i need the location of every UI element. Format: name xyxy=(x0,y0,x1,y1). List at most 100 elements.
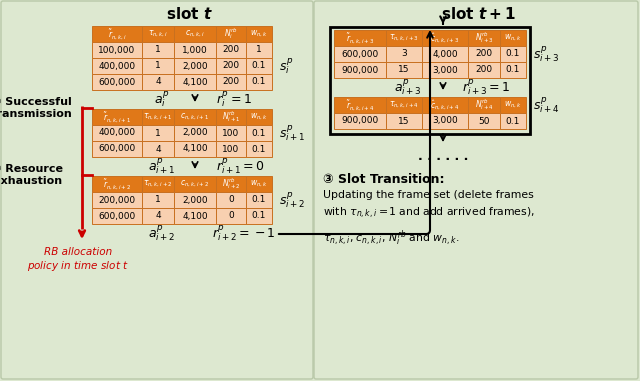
Bar xyxy=(422,46,468,62)
Bar xyxy=(500,113,526,129)
Text: $N_{i+4}^{rb}$: $N_{i+4}^{rb}$ xyxy=(475,98,493,112)
Text: 0.1: 0.1 xyxy=(252,77,266,86)
Text: $r_{i+1}^p = 0$: $r_{i+1}^p = 0$ xyxy=(216,156,264,176)
Text: $\tilde{r}_{n,k,i}$: $\tilde{r}_{n,k,i}$ xyxy=(108,27,126,41)
Bar xyxy=(174,26,216,42)
Bar xyxy=(174,58,216,74)
Text: $\tau_{n,k,i+4}$: $\tau_{n,k,i+4}$ xyxy=(389,100,419,110)
Text: 200: 200 xyxy=(476,66,493,75)
Text: slot $\boldsymbol{t}$: slot $\boldsymbol{t}$ xyxy=(166,6,214,22)
Bar xyxy=(216,109,246,125)
Bar xyxy=(216,208,246,224)
Text: 4: 4 xyxy=(155,77,161,86)
Text: $\hat{c}_{n,k,i+4}$: $\hat{c}_{n,k,i+4}$ xyxy=(430,98,460,112)
Text: $r_{i+2}^p = -1$: $r_{i+2}^p = -1$ xyxy=(212,223,276,243)
Text: 200: 200 xyxy=(476,50,493,59)
Text: 0.1: 0.1 xyxy=(252,195,266,205)
Text: $\tilde{r}_{n,k,i+1}$: $\tilde{r}_{n,k,i+1}$ xyxy=(103,110,131,124)
Text: $w_{n,k}$: $w_{n,k}$ xyxy=(250,29,268,39)
Text: 2,000: 2,000 xyxy=(182,128,208,138)
Text: 1: 1 xyxy=(155,45,161,54)
Bar xyxy=(92,109,142,125)
Text: 0.1: 0.1 xyxy=(506,66,520,75)
Bar xyxy=(174,192,216,208)
Text: $\tilde{r}_{n,k,i+2}$: $\tilde{r}_{n,k,i+2}$ xyxy=(103,177,131,191)
Bar xyxy=(216,176,246,192)
Bar xyxy=(386,97,422,113)
Bar xyxy=(216,125,246,141)
Text: $w_{n,k}$: $w_{n,k}$ xyxy=(504,100,522,110)
Bar xyxy=(216,74,246,90)
Bar xyxy=(174,208,216,224)
Text: 0.1: 0.1 xyxy=(252,128,266,138)
Bar xyxy=(92,26,142,42)
Bar xyxy=(174,42,216,58)
Text: 0.1: 0.1 xyxy=(252,61,266,70)
Text: ② Resource
Exhaustion: ② Resource Exhaustion xyxy=(0,164,63,186)
Bar xyxy=(468,46,500,62)
Bar xyxy=(142,141,174,157)
Text: 600,000: 600,000 xyxy=(99,77,136,86)
Text: $a_{i+3}^p$: $a_{i+3}^p$ xyxy=(394,77,422,97)
Bar xyxy=(334,62,386,78)
FancyBboxPatch shape xyxy=(314,1,638,379)
Bar xyxy=(422,97,468,113)
Text: 400,000: 400,000 xyxy=(99,128,136,138)
Text: $w_{n,k}$: $w_{n,k}$ xyxy=(250,179,268,189)
Text: 3,000: 3,000 xyxy=(432,117,458,125)
Text: $s_{i+4}^p$: $s_{i+4}^p$ xyxy=(533,95,559,115)
Text: 3,000: 3,000 xyxy=(432,66,458,75)
Text: 900,000: 900,000 xyxy=(341,117,379,125)
Text: $w_{n,k}$: $w_{n,k}$ xyxy=(250,112,268,122)
Text: $s_i^p$: $s_i^p$ xyxy=(279,56,293,76)
Text: 0.1: 0.1 xyxy=(252,144,266,154)
Bar xyxy=(334,30,386,46)
Text: 200: 200 xyxy=(223,77,239,86)
Bar xyxy=(216,192,246,208)
Bar xyxy=(216,58,246,74)
Bar xyxy=(500,97,526,113)
Bar xyxy=(216,42,246,58)
Bar xyxy=(334,46,386,62)
Text: 600,000: 600,000 xyxy=(99,144,136,154)
Text: 1,000: 1,000 xyxy=(182,45,208,54)
Bar xyxy=(142,74,174,90)
Bar xyxy=(174,125,216,141)
Text: $\tau_{n,k,i+1}$: $\tau_{n,k,i+1}$ xyxy=(143,112,173,122)
Text: $r_{i+3}^p = 1$: $r_{i+3}^p = 1$ xyxy=(462,77,510,97)
Text: $r_i^p = 1$: $r_i^p = 1$ xyxy=(216,89,252,109)
Bar xyxy=(92,141,142,157)
Text: 50: 50 xyxy=(478,117,490,125)
Bar xyxy=(174,74,216,90)
Text: $c_{n,k,i+1}$: $c_{n,k,i+1}$ xyxy=(180,112,209,122)
Text: 100,000: 100,000 xyxy=(99,45,136,54)
Bar xyxy=(216,26,246,42)
Bar xyxy=(500,46,526,62)
Bar xyxy=(468,113,500,129)
Bar xyxy=(468,30,500,46)
Bar xyxy=(142,26,174,42)
Text: 100: 100 xyxy=(222,128,239,138)
Bar xyxy=(174,176,216,192)
Bar xyxy=(334,113,386,129)
Text: $\tau_{n,k,i+3}$: $\tau_{n,k,i+3}$ xyxy=(389,33,419,43)
Text: $\tilde{r}_{n,k,i+3}$: $\tilde{r}_{n,k,i+3}$ xyxy=(346,31,374,45)
Bar xyxy=(92,42,142,58)
Text: 15: 15 xyxy=(398,66,410,75)
Bar xyxy=(386,30,422,46)
Bar xyxy=(92,192,142,208)
Bar xyxy=(142,109,174,125)
Text: 0: 0 xyxy=(228,195,234,205)
Bar xyxy=(142,176,174,192)
Bar xyxy=(468,62,500,78)
Text: 1: 1 xyxy=(155,195,161,205)
Text: 4: 4 xyxy=(155,211,161,221)
Text: $c_{n,k,i+2}$: $c_{n,k,i+2}$ xyxy=(180,179,209,189)
Bar xyxy=(246,109,272,125)
Bar xyxy=(246,192,272,208)
Text: 900,000: 900,000 xyxy=(341,66,379,75)
Text: 1: 1 xyxy=(256,45,262,54)
Text: . . . . . .: . . . . . . xyxy=(418,150,468,163)
Text: 600,000: 600,000 xyxy=(341,50,379,59)
Text: RB allocation
policy in time slot $t$: RB allocation policy in time slot $t$ xyxy=(27,247,129,273)
